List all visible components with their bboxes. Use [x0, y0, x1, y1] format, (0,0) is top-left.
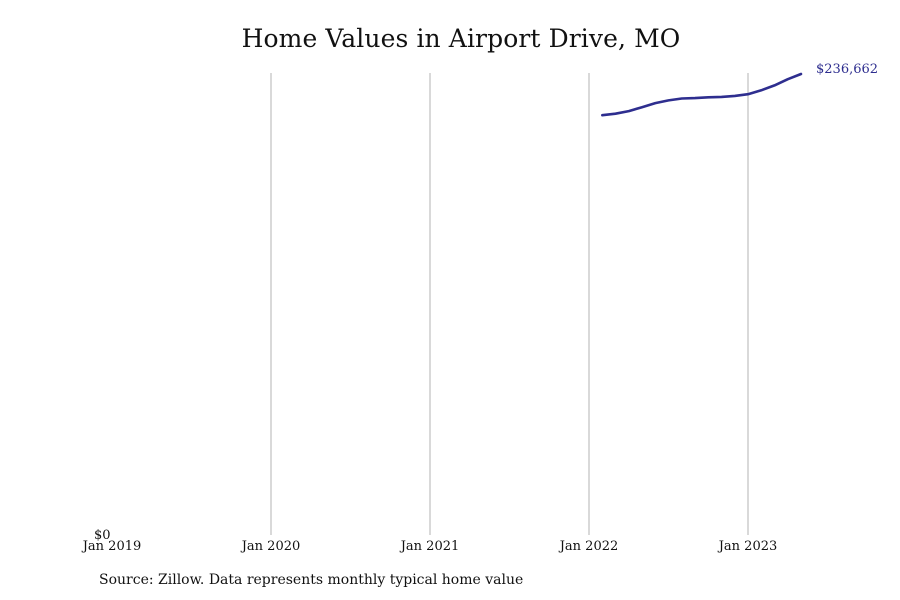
home-value-line — [601, 72, 803, 117]
gridlines — [270, 73, 749, 535]
x-tick-label: Jan 2020 — [240, 539, 301, 554]
source-note: Source: Zillow. Data represents monthly … — [99, 572, 524, 588]
x-tick-label: Jan 2023 — [717, 539, 778, 554]
x-axis-ticks: Jan 2019 Jan 2020 Jan 2021 Jan 2022 Jan 2023 — [81, 539, 778, 554]
end-value-label: $236,662 — [816, 62, 878, 77]
x-tick-label: Jan 2022 — [558, 539, 619, 554]
x-tick-label: Jan 2019 — [81, 539, 142, 554]
y-tick-label: $0 — [94, 528, 111, 543]
x-tick-label: Jan 2021 — [399, 539, 460, 554]
chart-title: Home Values in Airport Drive, MO — [241, 24, 681, 53]
